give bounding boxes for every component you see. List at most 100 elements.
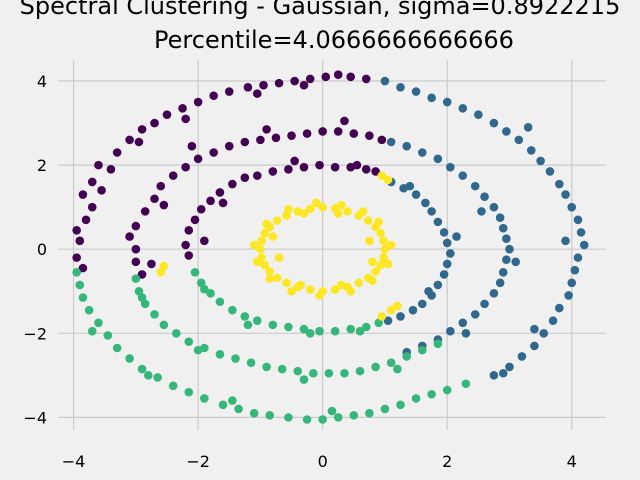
scatter-point <box>299 162 309 172</box>
scatter-point <box>299 324 309 334</box>
scatter-point <box>190 215 200 225</box>
scatter-point <box>355 366 365 376</box>
scatter-point <box>498 368 508 378</box>
y-tick-label: −2 <box>23 324 47 343</box>
scatter-point <box>452 232 461 241</box>
scatter-point <box>371 362 380 372</box>
scatter-point <box>402 352 412 361</box>
scatter-point <box>243 320 253 330</box>
scatter-point <box>330 326 340 336</box>
scatter-point <box>561 190 570 199</box>
scatter-point <box>97 186 106 195</box>
scatter-point <box>72 253 81 262</box>
scatter-point <box>252 89 262 98</box>
scatter-point <box>470 181 480 191</box>
scatter-point <box>284 322 293 332</box>
scatter-point <box>365 236 374 246</box>
scatter-point <box>421 198 430 208</box>
plot-area <box>58 60 606 430</box>
scatter-point <box>296 280 306 290</box>
scatter-point <box>324 368 334 378</box>
scatter-point <box>442 385 452 395</box>
scatter-point <box>125 135 134 145</box>
scatter-point <box>439 270 449 279</box>
scatter-point <box>228 305 237 315</box>
scatter-point <box>374 217 384 227</box>
scatter-point <box>495 213 505 222</box>
scatter-point <box>358 207 368 216</box>
scatter-point <box>536 156 545 166</box>
scatter-point <box>417 299 427 309</box>
data-points <box>72 70 589 424</box>
scatter-point <box>489 118 499 128</box>
scatter-point <box>87 326 97 336</box>
scatter-point <box>159 320 169 330</box>
scatter-point <box>442 259 452 269</box>
scatter-point <box>564 291 573 300</box>
scatter-point <box>495 278 505 288</box>
scatter-point <box>284 413 293 422</box>
scatter-point <box>259 80 268 90</box>
scatter-point <box>530 341 539 351</box>
scatter-point <box>268 167 278 176</box>
x-tick-label: 4 <box>567 452 577 471</box>
scatter-point <box>327 406 337 416</box>
scatter-point <box>196 204 206 214</box>
scatter-point <box>78 190 88 199</box>
scatter-point <box>147 259 156 269</box>
scatter-point <box>125 232 134 241</box>
scatter-point <box>539 328 549 338</box>
scatter-point <box>224 87 234 96</box>
scatter-point <box>343 207 352 216</box>
scatter-point <box>249 240 259 250</box>
scatter-point <box>517 352 527 361</box>
x-tick-label: 0 <box>318 452 328 471</box>
scatter-point <box>396 312 405 321</box>
scatter-point <box>299 375 309 384</box>
scatter-point <box>579 240 589 250</box>
scatter-point <box>379 253 388 262</box>
scatter-point <box>337 200 346 210</box>
scatter-point <box>365 131 374 140</box>
scatter-point <box>371 167 380 176</box>
scatter-point <box>240 173 250 183</box>
scatter-point <box>433 339 443 349</box>
scatter-point <box>131 221 141 231</box>
scatter-point <box>346 72 355 82</box>
scatter-point <box>377 312 387 321</box>
scatter-point <box>293 366 303 376</box>
scatter-point <box>371 267 380 276</box>
scatter-point <box>424 286 433 296</box>
scatter-point <box>340 368 349 378</box>
scatter-point <box>299 209 309 218</box>
scatter-point <box>439 228 449 237</box>
scatter-point <box>272 273 282 283</box>
scatter-point <box>355 326 365 336</box>
y-tick-label: 4 <box>37 72 47 91</box>
scatter-point <box>184 225 194 235</box>
scatter-point <box>150 310 159 319</box>
scatter-point <box>352 160 362 170</box>
scatter-point <box>498 223 508 233</box>
scatter-point <box>78 263 88 273</box>
scatter-point <box>305 328 315 338</box>
scatter-point <box>209 91 218 101</box>
scatter-point <box>318 202 327 212</box>
x-tick-label: −4 <box>62 452 86 471</box>
scatter-point <box>218 400 228 410</box>
scatter-point <box>190 268 200 277</box>
scatter-point <box>570 265 580 275</box>
scatter-point <box>231 354 240 363</box>
scatter-point <box>315 160 324 170</box>
scatter-point <box>287 286 296 296</box>
scatter-point <box>290 156 299 166</box>
scatter-point <box>305 285 315 294</box>
scatter-point <box>284 165 293 174</box>
x-tick-label: 2 <box>442 452 452 471</box>
scatter-point <box>567 278 577 288</box>
scatter-point <box>106 165 116 174</box>
scatter-point <box>470 310 480 319</box>
scatter-point <box>162 110 172 119</box>
scatter-point <box>461 328 471 338</box>
scatter-point <box>377 135 387 145</box>
